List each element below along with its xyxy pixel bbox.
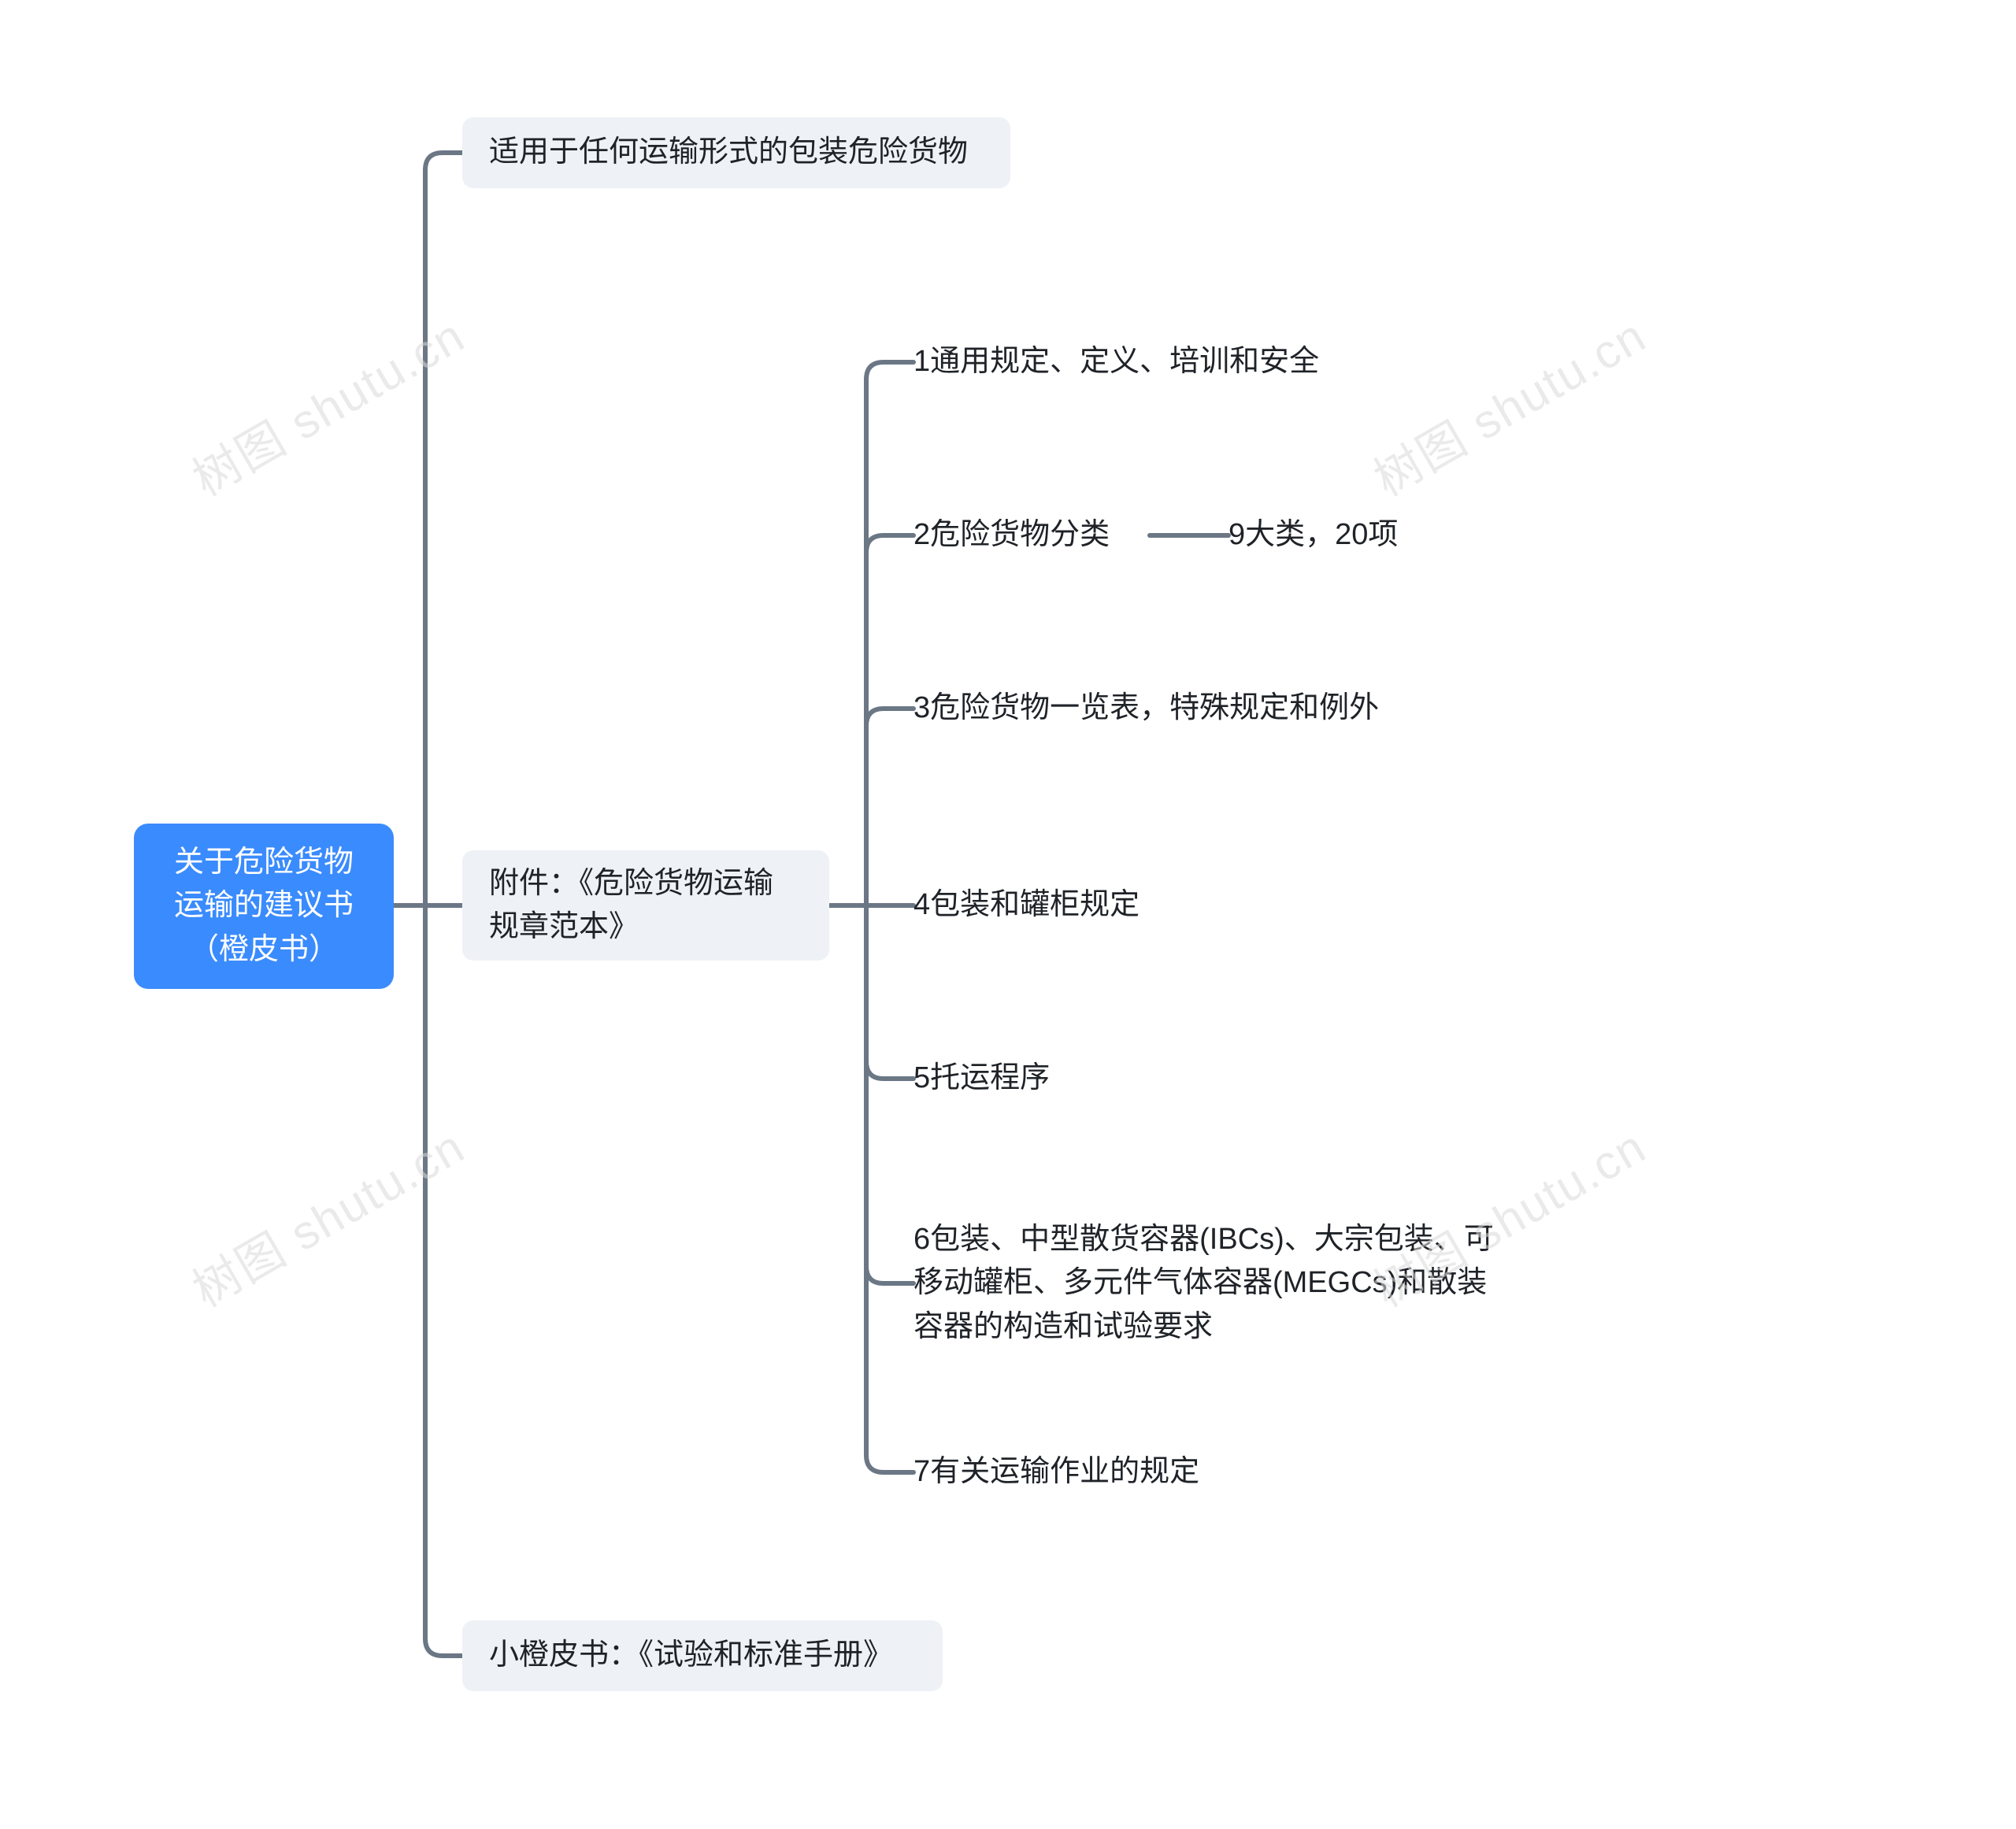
leaf-node: 9大类，20项 bbox=[1228, 512, 1465, 559]
watermark: 树图 shutu.cn bbox=[1360, 298, 1657, 509]
leaf-node: 4包装和罐柜规定 bbox=[914, 882, 1197, 929]
watermark: 树图 shutu.cn bbox=[179, 298, 476, 509]
leaf-node: 2危险货物分类 bbox=[914, 512, 1150, 559]
root-node: 关于危险货物运输的建议书（橙皮书） bbox=[134, 824, 394, 989]
leaf-node: 3危险货物一览表，特殊规定和例外 bbox=[914, 685, 1465, 732]
watermark: 树图 shutu.cn bbox=[179, 1109, 476, 1320]
branch-node: 适用于任何运输形式的包装危险货物 bbox=[462, 117, 1010, 188]
leaf-label: 6包装、中型散货容器(IBCs)、大宗包装、可移动罐柜、多元件气体容器(MEGC… bbox=[914, 1218, 1494, 1348]
root-label: 关于危险货物运输的建议书（橙皮书） bbox=[174, 841, 354, 971]
watermark-text: 树图 shutu.cn bbox=[184, 309, 473, 506]
leaf-label: 1通用规定、定义、培训和安全 bbox=[914, 340, 1319, 383]
leaf-label: 7有关运输作业的规定 bbox=[914, 1450, 1199, 1494]
branch-label: 附件：《危险货物运输规章范本》 bbox=[489, 862, 773, 949]
leaf-node: 6包装、中型散货容器(IBCs)、大宗包装、可移动罐柜、多元件气体容器(MEGC… bbox=[914, 1213, 1559, 1354]
leaf-node: 7有关运输作业的规定 bbox=[914, 1449, 1260, 1496]
branch-label: 适用于任何运输形式的包装危险货物 bbox=[489, 131, 968, 174]
leaf-label: 4包装和罐柜规定 bbox=[914, 883, 1140, 927]
leaf-label: 9大类，20项 bbox=[1228, 513, 1398, 557]
leaf-node: 5托运程序 bbox=[914, 1055, 1095, 1102]
leaf-label: 5托运程序 bbox=[914, 1057, 1050, 1100]
leaf-node: 1通用规定、定义、培训和安全 bbox=[914, 339, 1418, 386]
leaf-label: 2危险货物分类 bbox=[914, 513, 1110, 557]
watermark-text: 树图 shutu.cn bbox=[184, 1120, 473, 1317]
mindmap-canvas: 关于危险货物运输的建议书（橙皮书） 适用于任何运输形式的包装危险货物 附件：《危… bbox=[0, 0, 2016, 1829]
leaf-label: 3危险货物一览表，特殊规定和例外 bbox=[914, 687, 1379, 730]
branch-node: 附件：《危险货物运输规章范本》 bbox=[462, 850, 829, 961]
branch-label: 小橙皮书：《试验和标准手册》 bbox=[489, 1634, 893, 1677]
branch-node: 小橙皮书：《试验和标准手册》 bbox=[462, 1620, 943, 1691]
